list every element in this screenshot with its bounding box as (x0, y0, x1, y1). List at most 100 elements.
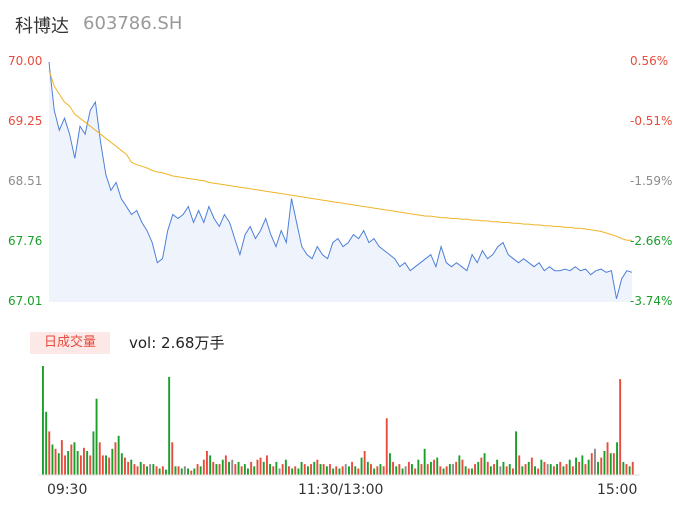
y-tick-right-0: 0.56% (630, 54, 669, 68)
volume-bar (376, 466, 379, 475)
volume-bar (464, 466, 467, 475)
volume-bar (234, 464, 237, 475)
volume-bar (442, 468, 445, 475)
volume-bar (193, 468, 196, 475)
volume-bar (332, 468, 335, 475)
volume-bar (174, 466, 177, 475)
volume-bar (385, 418, 388, 475)
volume-bar (540, 459, 543, 475)
volume-bar (168, 376, 171, 475)
volume-bar (489, 466, 492, 475)
volume-bar (575, 457, 577, 475)
volume-bar (73, 442, 76, 475)
volume-bar (426, 464, 429, 475)
volume-bar (101, 455, 104, 475)
volume-bar (89, 455, 92, 475)
volume-bar (360, 457, 363, 475)
y-tick-right-2: -1.59% (630, 174, 673, 188)
volume-bar (458, 455, 461, 475)
volume-bar (313, 461, 316, 475)
volume-bar (111, 448, 114, 475)
volume-tag: 日成交量 (30, 332, 110, 354)
volume-bar (120, 453, 123, 475)
volume-bar (253, 466, 256, 475)
volume-bar (171, 442, 174, 475)
volume-bar (467, 468, 470, 475)
volume-bar (414, 468, 417, 475)
volume-bar (240, 466, 243, 475)
volume-bar (202, 459, 205, 475)
volume-bar (338, 468, 341, 475)
volume-bar (243, 464, 246, 475)
volume-bar (411, 464, 413, 475)
volume-bar (354, 466, 357, 475)
volume-bar (480, 457, 483, 475)
volume-bar (127, 461, 130, 475)
volume-bar (483, 453, 486, 475)
volume-bar (622, 461, 625, 475)
volume-bar (590, 453, 593, 475)
volume-bar (496, 459, 499, 475)
volume-bar (322, 464, 325, 475)
volume-bar (281, 464, 284, 475)
price-area (49, 62, 632, 302)
y-tick-left-2: 68.51 (8, 174, 43, 188)
volume-bar (45, 411, 48, 475)
volume-bar (625, 464, 628, 475)
volume-bar (161, 466, 164, 475)
volume-bar (559, 461, 562, 475)
volume-bar (534, 466, 536, 475)
volume-bar (155, 466, 158, 475)
volume-bar (60, 440, 63, 475)
volume-bar (130, 459, 133, 475)
volume-bar (521, 466, 524, 475)
y-tick-left-3: 67.76 (8, 234, 43, 248)
volume-bar (291, 468, 294, 475)
volume-bar (616, 442, 618, 475)
volume-bar (297, 468, 300, 475)
volume-bar (370, 464, 372, 475)
volume-bar (515, 431, 517, 475)
volume-bar (224, 455, 227, 475)
volume-bar (452, 464, 454, 475)
volume-bar (149, 464, 152, 475)
y-tick-left-1: 69.25 (8, 114, 43, 128)
volume-bar (556, 464, 558, 475)
volume-bar (448, 464, 451, 475)
volume-bar (139, 461, 142, 475)
volume-bar (92, 431, 95, 475)
volume-bar (512, 468, 514, 475)
volume-bar (420, 464, 423, 475)
volume-bar (549, 464, 552, 475)
volume-bar (307, 466, 309, 475)
volume-bar (300, 461, 303, 475)
volume-bar (70, 444, 73, 475)
volume-bar (612, 453, 615, 475)
volume-bar (389, 453, 391, 475)
volume-bar (108, 457, 111, 475)
volume-bar (316, 459, 319, 475)
volume-bar (209, 455, 212, 475)
volume-bar (215, 464, 218, 475)
volume-bar (259, 457, 262, 475)
volume-bar (269, 464, 271, 475)
volume-bar (445, 466, 448, 475)
volume-bar (158, 468, 161, 475)
volume-bar (303, 464, 306, 475)
volume-bar (581, 455, 584, 475)
volume-bar (382, 466, 385, 475)
volume-bar (218, 464, 221, 475)
volume-bar (105, 455, 107, 475)
volume-bar (284, 459, 287, 475)
x-tick-open: 09:30 (47, 482, 88, 498)
volume-bar (199, 466, 202, 475)
volume-bar (571, 466, 574, 475)
volume-bar (64, 455, 66, 475)
y-tick-left-4: 67.01 (8, 294, 43, 308)
volume-bar (247, 468, 249, 475)
volume-bar (527, 461, 530, 475)
volume-bar (401, 468, 404, 475)
volume-bar (379, 464, 382, 475)
volume-bar (357, 468, 360, 475)
